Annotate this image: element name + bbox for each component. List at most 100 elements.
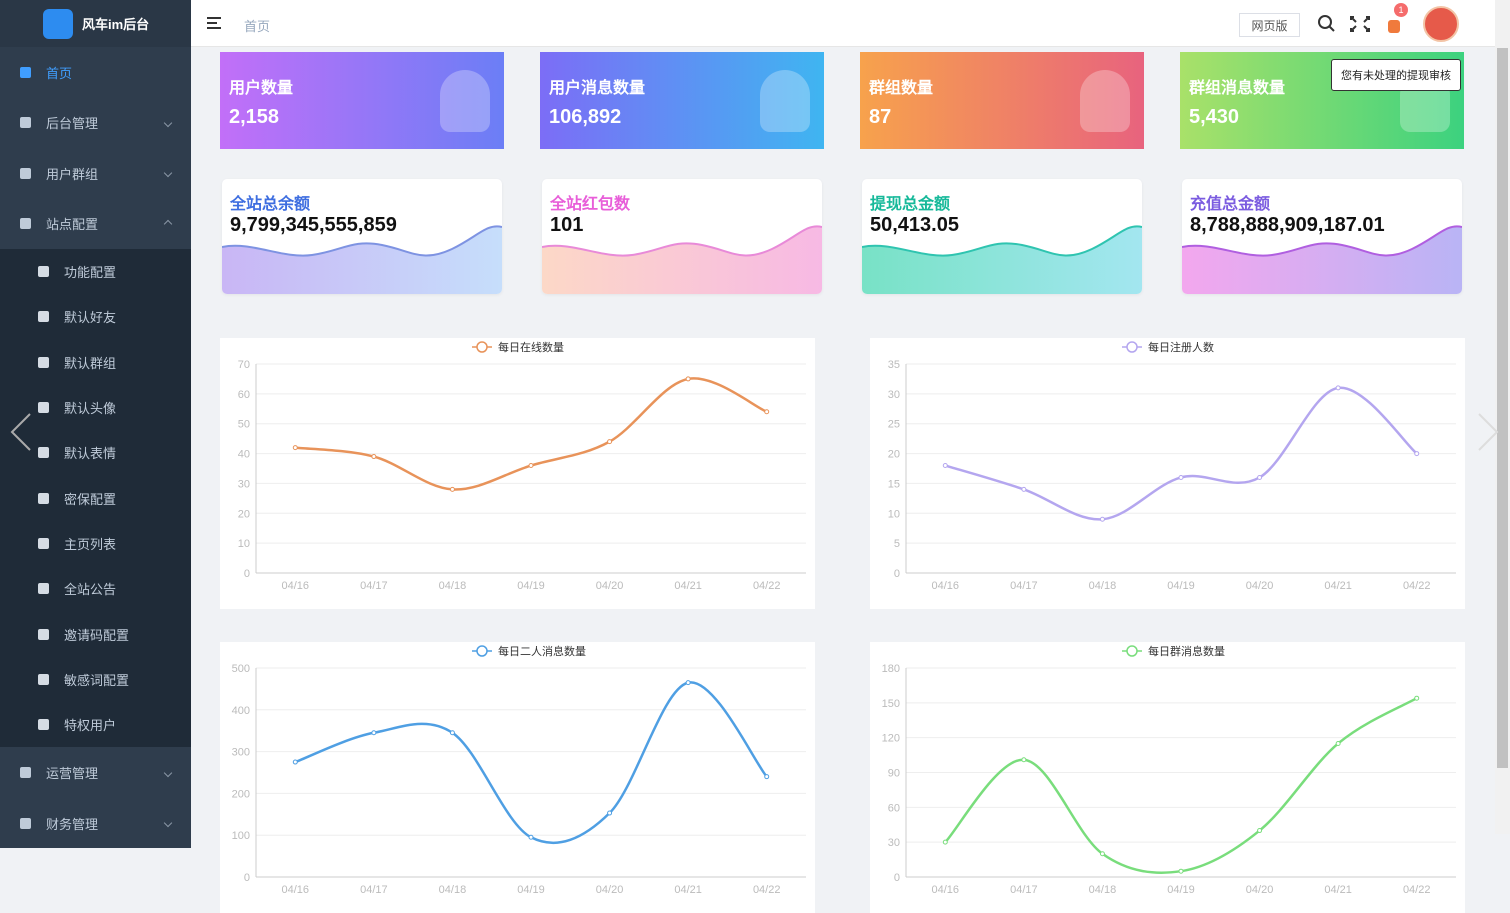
menu-icon [38, 719, 49, 731]
menu-label: 功能配置 [64, 265, 117, 281]
y-tick-label: 20 [888, 449, 900, 461]
submenu-item[interactable]: 默认头像 [0, 384, 191, 431]
x-tick-label: 04/21 [1324, 884, 1352, 896]
chart-panel: 0 10 20 30 40 50 60 70 04/16 04/17 04/18 04/19 04/20… [220, 338, 815, 609]
stat-card: 群组数量 87 [860, 52, 1144, 149]
stat-title: 用户数量 [229, 80, 294, 97]
legend-marker [476, 645, 488, 657]
menu-item[interactable]: 后台管理 [0, 97, 191, 148]
x-tick-label: 04/22 [1403, 884, 1431, 896]
logo: 风车im后台 [0, 0, 191, 47]
menu-label: 全站公告 [64, 582, 117, 598]
submenu: 功能配置默认好友默认群组默认头像 默认表情 密保配置 主页列表全站公告邀请码配置 敏感词… [0, 249, 191, 748]
x-tick-label: 04/16 [932, 580, 960, 592]
menu-icon [38, 628, 49, 640]
x-tick-label: 04/19 [1167, 580, 1195, 592]
chart-panel: 0 30 60 90 120 150 180 04/16 04/17 04/18 04/19 04/2… [870, 642, 1465, 913]
x-tick-label: 04/19 [1167, 884, 1195, 896]
menu-label: 默认群组 [64, 355, 117, 371]
scrollbar[interactable] [1495, 0, 1510, 834]
submenu-item[interactable]: 默认表情 [0, 430, 191, 476]
submenu-item[interactable]: 特权用户 [0, 701, 191, 748]
series-line [944, 697, 1418, 874]
submenu-item[interactable]: 全站公告 [0, 566, 191, 612]
point [371, 454, 377, 460]
wave-line [542, 225, 822, 257]
menu-item[interactable]: 首页 [0, 47, 191, 98]
submenu-item[interactable]: 功能配置 [0, 249, 191, 295]
submenu-item[interactable]: 默认群组 [0, 339, 191, 385]
submenu-item[interactable]: 主页列表 [0, 520, 191, 567]
stat-value: 87 [869, 106, 892, 128]
submenu-item[interactable]: 敏感词配置 [0, 656, 191, 702]
chart: 0 10 20 30 40 50 60 70 04/16 04/17 04/18 04/19 04/20… [238, 340, 806, 592]
y-tick-label: 30 [888, 389, 900, 401]
menu-icon [38, 266, 49, 278]
balance-title: 全站总余额 [230, 196, 311, 213]
point [1414, 451, 1420, 457]
stat-icon [760, 70, 810, 132]
header-icons[interactable] [1317, 14, 1377, 34]
y-tick-label: 500 [232, 663, 250, 675]
point [764, 774, 770, 780]
badge: 1 [1394, 3, 1408, 17]
wave [1182, 225, 1462, 294]
menu-label: 特权用户 [64, 718, 117, 734]
balance-card: 全站红包数 101 [542, 179, 822, 294]
wave [222, 225, 502, 294]
menu-label: 站点配置 [46, 217, 99, 233]
menu-icon [38, 447, 49, 459]
point [1178, 868, 1184, 874]
point [1021, 757, 1027, 763]
wave-line [1182, 225, 1462, 257]
submenu-item[interactable]: 默认好友 [0, 294, 191, 340]
menu-label: 运营管理 [46, 766, 99, 782]
x-tick-label: 04/19 [517, 884, 545, 896]
point [1257, 828, 1263, 834]
y-tick-label: 35 [888, 359, 900, 371]
submenu-item[interactable]: 邀请码配置 [0, 611, 191, 657]
series-line [294, 681, 768, 845]
header: 首页 网页版 1 [191, 0, 1495, 47]
y-tick-label: 0 [894, 568, 900, 580]
menu-item[interactable]: 运营管理 [0, 747, 191, 798]
y-tick-label: 50 [238, 419, 250, 431]
menu-label: 后台管理 [46, 116, 99, 132]
x-tick-label: 04/19 [517, 580, 545, 592]
x-tick-label: 04/18 [1089, 884, 1117, 896]
stat-title: 群组数量 [869, 80, 934, 97]
y-tick-label: 20 [238, 508, 250, 520]
x-tick-label: 04/18 [439, 884, 467, 896]
stat-title: 用户消息数量 [549, 80, 646, 97]
menu-icon [38, 673, 49, 685]
y-tick-label: 200 [232, 788, 250, 800]
y-tick-label: 30 [888, 837, 900, 849]
breadcrumb[interactable]: 首页 [244, 19, 271, 34]
point [1178, 474, 1184, 480]
arrow-left [10, 413, 31, 451]
x-tick-label: 04/18 [1089, 580, 1117, 592]
x-tick-label: 04/20 [1246, 580, 1274, 592]
avatar[interactable] [1423, 6, 1459, 42]
point [292, 759, 298, 765]
menu-item[interactable]: 用户群组 [0, 148, 191, 199]
logo-text: 风车im后台 [82, 17, 150, 32]
submenu-item[interactable]: 密保配置 [0, 475, 191, 521]
tooltip: 您有未处理的提现审核 [1331, 59, 1461, 91]
menu-item[interactable]: 站点配置 [0, 198, 191, 249]
balance-value: 50,413.05 [870, 214, 959, 236]
balance-title: 充值总金额 [1190, 196, 1271, 213]
web-button[interactable]: 网页版 [1239, 13, 1300, 37]
x-tick-label: 04/17 [1010, 884, 1038, 896]
balance-card: 提现总金额 50,413.05 [862, 179, 1142, 294]
y-tick-label: 400 [232, 705, 250, 717]
withdraw-icon[interactable] [1387, 16, 1401, 34]
y-tick-label: 60 [238, 389, 250, 401]
legend-marker [1126, 341, 1138, 353]
wave-fill [542, 226, 822, 294]
menu-toggle[interactable] [207, 17, 221, 29]
menu-item[interactable]: 财务管理 [0, 797, 191, 849]
wave-fill [1182, 226, 1462, 294]
x-tick-label: 04/21 [674, 884, 702, 896]
